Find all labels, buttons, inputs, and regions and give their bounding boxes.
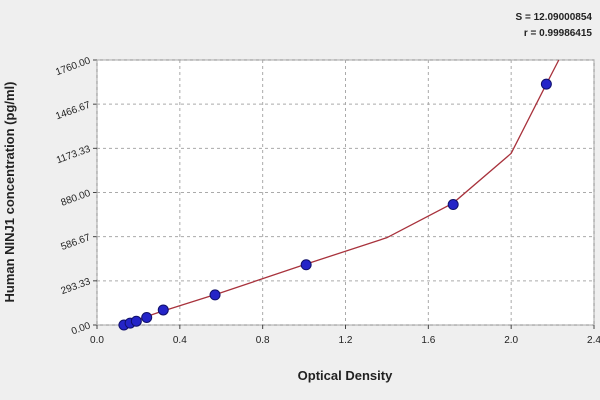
x-tick-label: 1.6 [421, 335, 435, 346]
data-point [540, 78, 552, 90]
x-tick-label: 1.2 [339, 335, 353, 346]
annotation: S = 12.09000854 [516, 12, 593, 23]
x-tick-label: 0.8 [256, 335, 270, 346]
x-tick-label: 2.4 [587, 335, 600, 346]
data-point [300, 259, 312, 271]
data-point [141, 311, 153, 323]
x-tick-label: 2.0 [504, 335, 518, 346]
x-axis-title: Optical Density [298, 368, 393, 383]
annotation: r = 0.99986415 [524, 28, 593, 39]
fit-curve [121, 59, 560, 326]
data-point [130, 315, 142, 327]
data-point [209, 289, 221, 301]
data-point [447, 199, 459, 211]
x-tick-label: 0.0 [90, 335, 104, 346]
y-axis-title: Human NINJ1 concentration (pg/ml) [2, 81, 17, 302]
data-point [157, 304, 169, 316]
x-tick-label: 0.4 [173, 335, 187, 346]
